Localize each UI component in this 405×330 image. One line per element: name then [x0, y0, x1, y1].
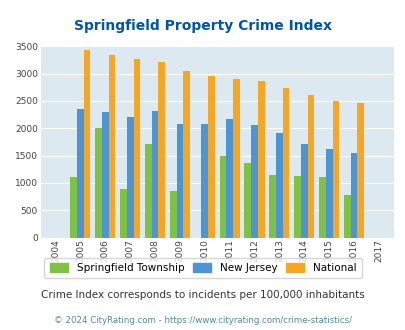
Bar [300, 144, 307, 238]
Bar [95, 128, 102, 238]
Bar [133, 59, 140, 238]
Bar [219, 156, 226, 238]
Bar [356, 103, 363, 238]
Bar [83, 50, 90, 238]
Bar [109, 55, 115, 238]
Text: © 2024 CityRating.com - https://www.cityrating.com/crime-statistics/: © 2024 CityRating.com - https://www.city… [54, 315, 351, 325]
Bar [183, 71, 190, 238]
Bar [251, 125, 257, 238]
Bar [318, 178, 325, 238]
Bar [201, 124, 208, 238]
Bar [126, 117, 133, 238]
Bar [350, 153, 356, 238]
Bar [257, 81, 264, 238]
Bar [208, 76, 214, 238]
Bar [232, 79, 239, 238]
Bar [294, 176, 300, 238]
Bar [158, 62, 165, 238]
Bar [77, 109, 83, 238]
Bar [226, 119, 232, 238]
Bar [343, 195, 350, 238]
Bar [244, 163, 251, 238]
Bar [145, 144, 151, 238]
Text: Crime Index corresponds to incidents per 100,000 inhabitants: Crime Index corresponds to incidents per… [41, 290, 364, 300]
Bar [332, 101, 339, 238]
Bar [307, 95, 313, 238]
Bar [151, 111, 158, 238]
Bar [282, 88, 289, 238]
Text: Springfield Property Crime Index: Springfield Property Crime Index [74, 19, 331, 33]
Bar [102, 112, 109, 238]
Bar [176, 124, 183, 238]
Bar [70, 178, 77, 238]
Bar [120, 189, 126, 238]
Bar [325, 149, 332, 238]
Bar [269, 175, 275, 238]
Legend: Springfield Township, New Jersey, National: Springfield Township, New Jersey, Nation… [44, 258, 361, 278]
Bar [275, 133, 282, 238]
Bar [169, 190, 176, 238]
